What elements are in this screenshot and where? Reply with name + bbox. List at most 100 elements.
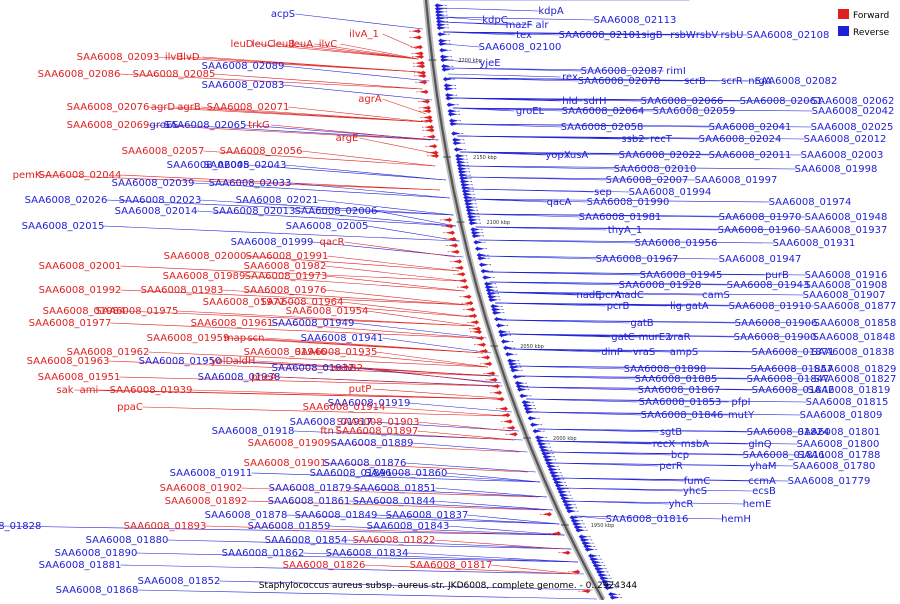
gene-label[interactable]: sak: [56, 385, 73, 396]
gene-label[interactable]: SAA6008_01937: [805, 225, 888, 236]
gene-label[interactable]: SAA6008_01949: [272, 318, 355, 329]
gene-label[interactable]: SAA6008_01826: [283, 560, 366, 571]
gene-label[interactable]: SAA6008_02023: [119, 195, 202, 206]
gene-label[interactable]: SAA6008_01867: [638, 385, 721, 396]
gene-label[interactable]: SAA6008_01959: [147, 333, 230, 344]
gene-label[interactable]: SAA6008_01829: [814, 364, 897, 375]
gene-label[interactable]: SAA6008_02058: [561, 122, 644, 133]
gene-label[interactable]: SAA6008_02062: [812, 96, 895, 107]
gene-label[interactable]: SAA6008_01977: [29, 318, 112, 329]
gene-label[interactable]: ilvB: [165, 52, 183, 63]
gene-label[interactable]: recX: [653, 439, 676, 450]
gene-label[interactable]: SAA6008_01862: [222, 548, 305, 559]
gene-label[interactable]: SAA6008_02001: [39, 261, 122, 272]
gene-label[interactable]: SAA6008_01967: [596, 254, 679, 265]
gene-label[interactable]: SAA6008_01994: [629, 187, 712, 198]
gene-label[interactable]: rsbW: [670, 30, 696, 41]
gene-label[interactable]: leuA: [291, 39, 313, 50]
gene-label[interactable]: SAA6008_01939: [110, 385, 193, 396]
gene-label[interactable]: SAA6008_01919: [328, 398, 411, 409]
gene-label[interactable]: ilvA_1: [349, 29, 379, 40]
gene-label[interactable]: SAA6008_01879: [269, 483, 352, 494]
gene-label[interactable]: sgtB: [660, 427, 682, 438]
gene-label[interactable]: SAA6008_01973: [245, 271, 328, 282]
gene-label[interactable]: SAA6008_02086: [38, 69, 121, 80]
gene-label[interactable]: SAA6008_01906: [735, 318, 818, 329]
gene-label[interactable]: SAA6008_01989: [163, 271, 246, 282]
gene-label[interactable]: ilvC: [319, 39, 337, 50]
gene-label[interactable]: vraS: [633, 347, 656, 358]
gene-label[interactable]: dinP: [601, 347, 623, 358]
gene-label[interactable]: SAA6008_01956: [635, 238, 718, 249]
gene-label[interactable]: fumC: [684, 476, 711, 487]
gene-label[interactable]: SAA6008_01846: [641, 410, 724, 421]
gene-label[interactable]: SAA6008_02066: [641, 96, 724, 107]
gene-label[interactable]: SAA6008_01946: [244, 347, 327, 358]
gene-label[interactable]: SAA6008_01932: [272, 363, 355, 374]
gene-label[interactable]: ami: [80, 385, 99, 396]
gene-label[interactable]: SAA6008_01809: [800, 410, 883, 421]
gene-label[interactable]: SAA6008_01975: [96, 306, 179, 317]
gene-label[interactable]: SAA6008_01853: [639, 397, 722, 408]
gene-label[interactable]: agrB: [177, 102, 201, 113]
gene-label[interactable]: SAA6008_02042: [812, 106, 895, 117]
gene-label[interactable]: SAA6008_01970: [719, 212, 802, 223]
gene-label[interactable]: acpS: [271, 9, 295, 20]
gene-label[interactable]: SAA6008_01951: [38, 372, 121, 383]
gene-label[interactable]: SAA6008_01816: [606, 514, 689, 525]
gene-label[interactable]: SAA6008_01880: [86, 535, 169, 546]
gene-label[interactable]: SAA6008_01881: [39, 560, 122, 571]
gene-label[interactable]: SAA6008_02044: [39, 170, 122, 181]
gene-label[interactable]: yopX: [545, 150, 570, 161]
gene-label[interactable]: SAA6008_01780: [793, 461, 876, 472]
gene-label[interactable]: SAA6008_02012: [804, 134, 887, 145]
gene-label[interactable]: SAA6008_01943: [727, 280, 810, 291]
gene-label[interactable]: hld: [562, 96, 577, 107]
gene-label[interactable]: rex: [562, 72, 578, 83]
gene-label[interactable]: SAA6008_02100: [479, 42, 562, 53]
gene-label[interactable]: tex: [516, 30, 532, 41]
gene-label[interactable]: SAA6008_01981: [579, 212, 662, 223]
gene-label[interactable]: vraR: [667, 332, 690, 343]
gene-label[interactable]: ampS: [670, 347, 699, 358]
gene-label[interactable]: scn: [247, 333, 264, 344]
gene-label[interactable]: SAA6008_01847: [747, 374, 830, 385]
gene-label[interactable]: SAA6008_02069: [67, 120, 150, 131]
gene-label[interactable]: rimI: [666, 66, 686, 77]
gene-label[interactable]: SAA6008_01849: [295, 510, 378, 521]
gene-label[interactable]: nrgA: [748, 76, 772, 87]
gene-label[interactable]: gatC: [611, 332, 634, 343]
gene-label[interactable]: ssbB2: [333, 363, 363, 374]
gene-label[interactable]: recT: [650, 134, 673, 145]
gene-label[interactable]: SAA6008_02006: [295, 206, 378, 217]
gene-label[interactable]: SAA6008_02026: [25, 195, 108, 206]
gene-label[interactable]: SAA6008_01999: [231, 237, 314, 248]
gene-label[interactable]: pheA: [251, 372, 277, 383]
gene-label[interactable]: SAA6008_01837: [386, 510, 469, 521]
gene-label[interactable]: ccmA: [748, 476, 776, 487]
gene-label[interactable]: alr: [535, 20, 549, 31]
gene-label[interactable]: rsbV: [696, 30, 719, 41]
gene-label[interactable]: SAA6008_01938: [198, 372, 281, 383]
gene-label[interactable]: rsbU: [721, 30, 744, 41]
gene-label[interactable]: yjeE: [479, 58, 500, 69]
gene-label[interactable]: SAA6008_02043: [204, 160, 287, 171]
gene-label[interactable]: leuC: [252, 39, 274, 50]
gene-label[interactable]: SAA6008_01851: [354, 483, 437, 494]
gene-label[interactable]: SAA6008_02076: [67, 102, 150, 113]
gene-label[interactable]: SAA6008_01902: [160, 483, 243, 494]
gene-label[interactable]: SAA6008_01997: [695, 175, 778, 186]
gene-label[interactable]: SAA6008_01941: [301, 333, 384, 344]
gene-label[interactable]: SAA6008_01861: [268, 496, 351, 507]
gene-label[interactable]: SAA6008_01964: [261, 297, 344, 308]
gene-label[interactable]: SAA6008_01844: [353, 496, 436, 507]
gene-label[interactable]: SAA6008_01859: [248, 521, 331, 532]
gene-label[interactable]: yhaM: [749, 461, 776, 472]
gene-label[interactable]: SAA6008_01822: [353, 535, 436, 546]
gene-label[interactable]: SAA6008_01824: [747, 427, 830, 438]
gene-label[interactable]: SAA6008_01901: [244, 458, 327, 469]
gene-label[interactable]: SAA6008_01892: [165, 496, 248, 507]
gene-label[interactable]: SAA6008_02057: [122, 146, 205, 157]
gene-label[interactable]: SAA6008_01827: [814, 374, 897, 385]
gene-label[interactable]: SAA6008_02014: [115, 206, 198, 217]
